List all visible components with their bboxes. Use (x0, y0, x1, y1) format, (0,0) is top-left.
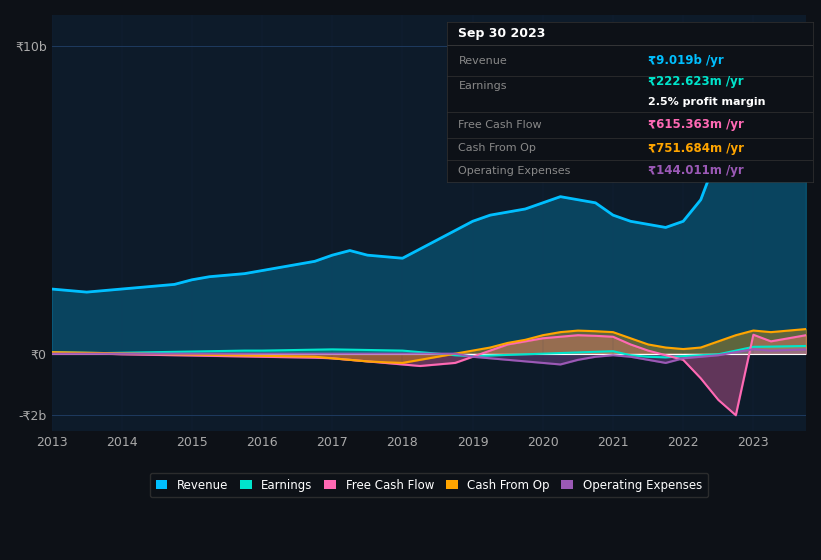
Text: Earnings: Earnings (458, 81, 507, 91)
Text: ₹222.623m /yr: ₹222.623m /yr (649, 75, 744, 88)
Text: ₹751.684m /yr: ₹751.684m /yr (649, 142, 745, 155)
Legend: Revenue, Earnings, Free Cash Flow, Cash From Op, Operating Expenses: Revenue, Earnings, Free Cash Flow, Cash … (149, 473, 708, 497)
Text: 2.5% profit margin: 2.5% profit margin (649, 97, 766, 107)
Text: Revenue: Revenue (458, 55, 507, 66)
Text: Free Cash Flow: Free Cash Flow (458, 119, 542, 129)
Text: Operating Expenses: Operating Expenses (458, 166, 571, 176)
Text: Cash From Op: Cash From Op (458, 143, 536, 153)
Text: Sep 30 2023: Sep 30 2023 (458, 27, 546, 40)
Text: ₹9.019b /yr: ₹9.019b /yr (649, 54, 724, 67)
Text: ₹615.363m /yr: ₹615.363m /yr (649, 118, 745, 131)
Text: ₹144.011m /yr: ₹144.011m /yr (649, 164, 744, 178)
